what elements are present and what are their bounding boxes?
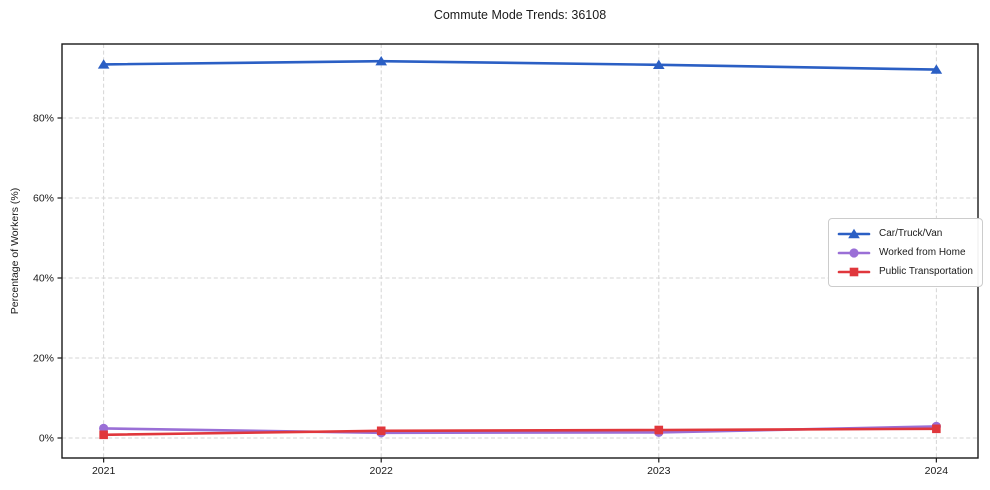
car-truck-van-marker xyxy=(375,56,388,66)
gridlines xyxy=(62,44,978,458)
legend-item-public-transportation: Public Transportation xyxy=(837,264,973,279)
y-tick-label: 60% xyxy=(33,193,54,205)
legend-item-car-truck-van: Car/Truck/Van xyxy=(837,226,973,241)
legend-marker-circle-icon xyxy=(837,247,871,258)
legend-marker-square-icon xyxy=(837,267,871,276)
public-transportation-marker xyxy=(932,424,941,434)
chart-title: Commute Mode Trends: 36108 xyxy=(433,8,607,22)
series-public-transportation xyxy=(99,424,941,440)
legend-item-worked-from-home: Worked from Home xyxy=(837,245,973,260)
legend-label: Car/Truck/Van xyxy=(879,228,943,239)
x-tick-label: 2022 xyxy=(370,465,394,477)
series-car-truck-van xyxy=(97,56,943,74)
car-truck-van-marker xyxy=(97,59,110,69)
legend-sample-marker xyxy=(849,267,859,276)
y-tick-label: 40% xyxy=(33,273,54,285)
legend-sample-marker xyxy=(848,228,860,238)
axis-ticks: 0% 20% 40% 60% 80% 2021 2022 2023 2024 xyxy=(33,113,948,478)
series-line-car-truck-van xyxy=(102,59,938,71)
public-transportation-marker xyxy=(99,430,108,440)
x-tick-label: 2024 xyxy=(925,465,949,477)
legend-marker-triangle-icon xyxy=(837,228,871,238)
legend-label: Worked from Home xyxy=(879,247,966,258)
legend-label: Public Transportation xyxy=(879,266,973,277)
x-tick-label: 2023 xyxy=(647,465,671,477)
car-truck-van-marker xyxy=(930,64,943,74)
legend-sample-marker xyxy=(849,247,859,258)
legend: Car/Truck/Van Worked from Home Public Tran… xyxy=(828,218,983,287)
public-transportation-marker xyxy=(654,425,664,435)
series-line-public-transportation xyxy=(102,427,938,437)
x-tick-label: 2021 xyxy=(92,465,116,477)
car-truck-van-marker xyxy=(652,59,665,69)
y-tick-label: 80% xyxy=(33,113,54,125)
public-transportation-marker xyxy=(376,426,386,436)
y-tick-label: 0% xyxy=(39,433,54,445)
y-tick-label: 20% xyxy=(33,353,54,365)
